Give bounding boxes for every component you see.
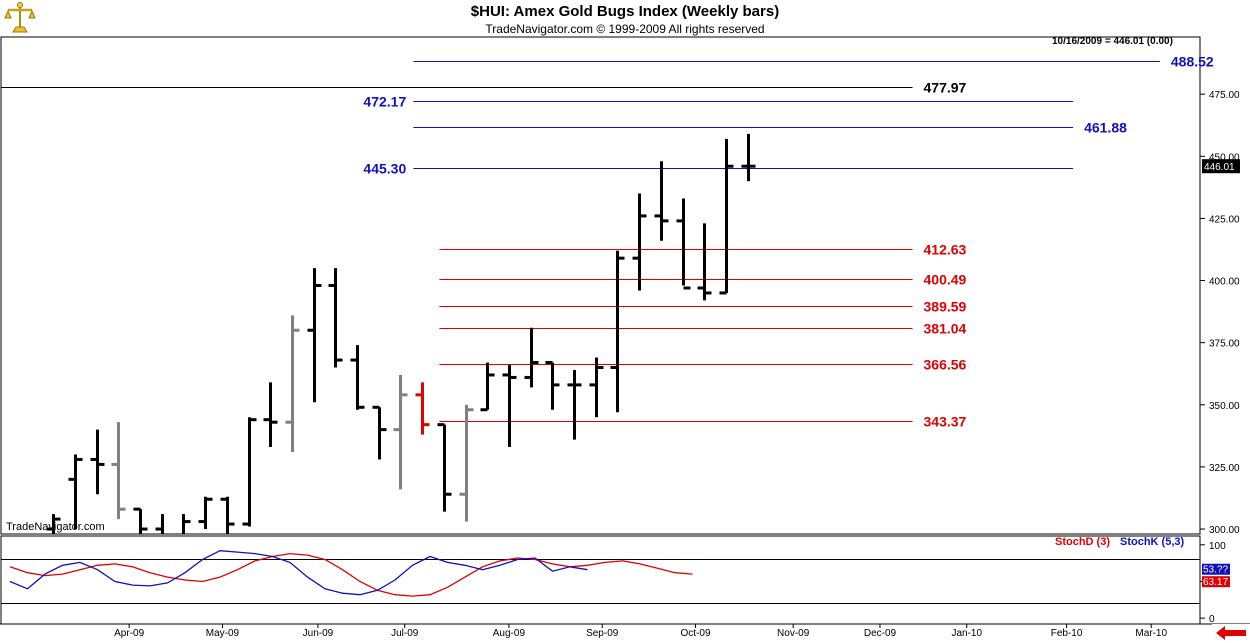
price-readout: 10/16/2009 = 446.01 (0.00) bbox=[1052, 36, 1173, 47]
level-label: 445.30 bbox=[363, 161, 406, 177]
ohlc-bar bbox=[307, 268, 322, 403]
stochd-last-label: 63.17 bbox=[1203, 577, 1228, 588]
level-label: 461.88 bbox=[1084, 120, 1127, 136]
scales-logo-icon bbox=[3, 1, 37, 35]
time-axis-label: Mar-10 bbox=[1135, 628, 1167, 639]
time-axis-label: Feb-10 bbox=[1051, 628, 1083, 639]
ohlc-bar bbox=[90, 429, 105, 495]
level-label: 389.59 bbox=[924, 299, 967, 315]
ohlc-bar bbox=[133, 507, 148, 534]
stochk-last-label: 53.?? bbox=[1203, 565, 1228, 576]
ohlc-bar bbox=[198, 496, 213, 530]
ohlc-bar bbox=[545, 361, 560, 410]
ohlc-bar bbox=[372, 405, 387, 460]
price-axis-label: 450.00 bbox=[1209, 152, 1240, 163]
legend-stochd: StochD (3) bbox=[1055, 536, 1110, 548]
time-axis-label: Aug-09 bbox=[493, 628, 526, 639]
level-label: 381.04 bbox=[924, 321, 967, 337]
legend-stochk: StochK (5,3) bbox=[1120, 536, 1185, 548]
ohlc-bar bbox=[502, 365, 517, 448]
price-axis-label: 475.00 bbox=[1209, 90, 1240, 101]
ohlc-bar bbox=[632, 193, 647, 291]
ohlc-bar bbox=[589, 357, 604, 418]
ohlc-bar bbox=[182, 514, 191, 534]
chart-subtitle: TradeNavigator.com © 1999-2009 All right… bbox=[485, 22, 765, 36]
ohlc-bar bbox=[437, 423, 452, 512]
stochd-last-box bbox=[1202, 576, 1230, 588]
price-axis-label: 350.00 bbox=[1209, 401, 1240, 412]
time-axis-label: Jul-09 bbox=[391, 628, 419, 639]
ohlc-bar bbox=[285, 315, 300, 452]
level-label: 472.17 bbox=[363, 94, 406, 110]
ohlc-bar bbox=[567, 369, 582, 440]
level-label: 477.97 bbox=[924, 80, 967, 96]
ohlc-bar bbox=[719, 138, 734, 295]
stoch-axis-label: 100 bbox=[1209, 541, 1226, 552]
price-axis-label: 400.00 bbox=[1209, 277, 1240, 288]
ohlc-bar bbox=[610, 250, 625, 413]
time-axis-label: Nov-09 bbox=[777, 628, 810, 639]
stochd-line bbox=[9, 552, 693, 597]
ohlc-bar bbox=[393, 374, 408, 490]
level-label: 366.56 bbox=[924, 357, 967, 373]
ohlc-bar bbox=[524, 327, 539, 388]
ohlc-bar bbox=[263, 382, 278, 448]
stoch-axis-label: 0 bbox=[1209, 614, 1215, 625]
ohlc-bar bbox=[654, 161, 669, 241]
price-axis-label: 375.00 bbox=[1209, 339, 1240, 350]
price-axis-label: 300.00 bbox=[1209, 525, 1240, 536]
watermark-text: TradeNavigator.com bbox=[6, 521, 105, 533]
ohlc-bar bbox=[676, 198, 691, 290]
level-label: 343.37 bbox=[924, 414, 967, 430]
ohlc-bar bbox=[697, 223, 712, 301]
time-axis-label: Sep-09 bbox=[586, 628, 619, 639]
level-label: 488.52 bbox=[1171, 54, 1214, 70]
time-axis-label: Jun-09 bbox=[303, 628, 334, 639]
stoch-panel-frame bbox=[0, 535, 1201, 625]
chart-title: $HUI: Amex Gold Bugs Index (Weekly bars) bbox=[470, 3, 780, 20]
ohlc-bar bbox=[111, 422, 126, 520]
time-axis-label: May-09 bbox=[206, 628, 240, 639]
scroll-left-arrow-icon[interactable] bbox=[1212, 624, 1250, 643]
ohlc-bar bbox=[155, 514, 164, 534]
time-axis-label: Jan-10 bbox=[951, 628, 982, 639]
level-label: 412.63 bbox=[924, 242, 967, 258]
ohlc-bar bbox=[26, 536, 40, 553]
time-axis-label: Apr-09 bbox=[114, 628, 144, 639]
last-price-box bbox=[1202, 159, 1240, 174]
ohlc-bar bbox=[350, 345, 365, 410]
last-price-label: 446.01 bbox=[1204, 162, 1235, 173]
price-panel-frame bbox=[0, 36, 1201, 535]
ohlc-bar bbox=[480, 362, 495, 412]
ohlc-bar bbox=[415, 382, 430, 435]
level-label: 400.49 bbox=[924, 272, 967, 288]
ohlc-bar bbox=[242, 417, 257, 527]
ohlc-bar bbox=[220, 496, 235, 534]
ohlc-bar bbox=[741, 133, 756, 182]
ohlc-bar bbox=[46, 514, 61, 534]
price-axis-label: 425.00 bbox=[1209, 214, 1240, 225]
ohlc-bar bbox=[328, 268, 343, 368]
time-axis-label: Oct-09 bbox=[681, 628, 711, 639]
price-axis-label: 325.00 bbox=[1209, 463, 1240, 474]
stochk-last-box bbox=[1202, 563, 1230, 575]
ohlc-bar bbox=[459, 404, 474, 522]
ohlc-bar bbox=[68, 454, 83, 530]
time-axis-label: Dec-09 bbox=[864, 628, 897, 639]
stochk-line bbox=[9, 550, 588, 596]
